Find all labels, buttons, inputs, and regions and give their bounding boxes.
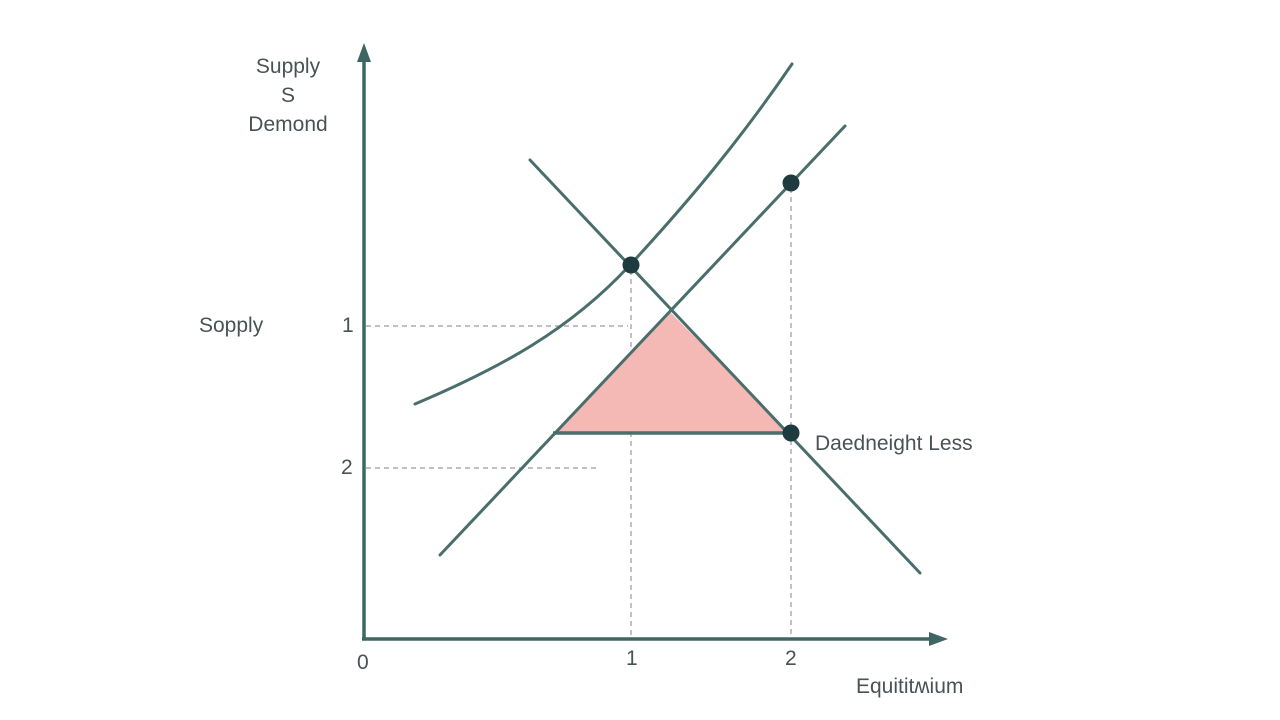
x-tick-1: 1 [626,647,638,670]
origin-label: 0 [357,651,369,674]
supply-curve-shifted [438,124,847,557]
side-label: Sopply [199,314,264,337]
demand-curve [528,158,922,575]
y-axis-title: Supply S Demond [228,52,348,139]
x-axis-title: Equititʍium [856,675,964,698]
deadweight-loss-region [555,312,790,433]
y-axis-title-line1: Supply [255,55,321,78]
y-axis-title-line2: S [280,84,295,107]
equilibrium-point [622,256,640,274]
lower-point [782,424,800,442]
x-axis-arrow-icon [929,632,948,646]
y-tick-2: 2 [341,456,353,479]
axes [362,58,934,641]
upper-point [782,174,800,192]
y-axis-title-line3: Demond [248,113,328,136]
reference-lines [366,188,792,636]
supply-curve-upper [413,62,794,406]
x-tick-2: 2 [785,647,797,670]
deadweight-loss-label: Daedneight Less [815,432,973,455]
y-axis-arrow-icon [357,43,371,62]
y-tick-1: 1 [342,314,354,337]
